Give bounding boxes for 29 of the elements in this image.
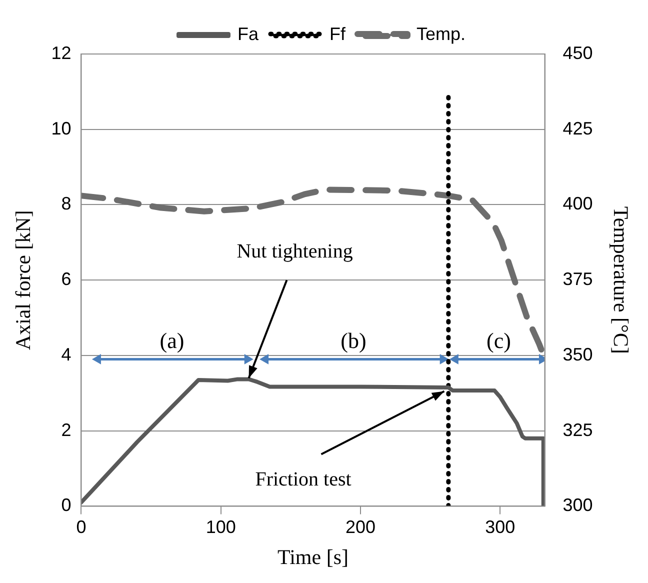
y2-tick-label: 350	[562, 344, 593, 364]
legend-label: Ff	[329, 24, 346, 44]
legend-label: Fa	[237, 24, 260, 44]
annotation: (b)	[340, 328, 366, 354]
y-tick-label: 6	[61, 269, 72, 290]
y-tick-label: 2	[61, 420, 72, 440]
y2-tick-label: 300	[562, 495, 593, 516]
y2-axis-title: Temperature [°C]	[608, 206, 633, 354]
y2-tick-label: 425	[562, 118, 593, 138]
y2-tick-label: 400	[562, 194, 593, 214]
annotation: Nut tightening	[236, 240, 353, 262]
annotation: Friction test	[255, 468, 352, 491]
y-tick-label: 4	[61, 344, 72, 364]
y2-tick-label: 375	[562, 269, 593, 290]
y2-tick-label: 325	[562, 420, 593, 440]
y-tick-label: 8	[61, 194, 72, 214]
y-axis-title: Axial force [kN]	[11, 210, 36, 350]
y-tick-label: 0	[61, 495, 72, 516]
x-tick-label: 200	[345, 516, 376, 537]
x-axis-title: Time [s]	[277, 544, 348, 569]
annotation: (c)	[486, 328, 511, 354]
x-tick-label: 0	[76, 516, 86, 537]
y2-tick-label: 450	[562, 42, 593, 63]
y-tick-label: 12	[51, 42, 72, 63]
annotation: (a)	[160, 328, 184, 354]
x-tick-label: 300	[485, 516, 516, 537]
y-tick-label: 10	[51, 118, 72, 138]
legend-label: Temp.	[416, 24, 466, 44]
x-tick-label: 100	[206, 516, 236, 537]
